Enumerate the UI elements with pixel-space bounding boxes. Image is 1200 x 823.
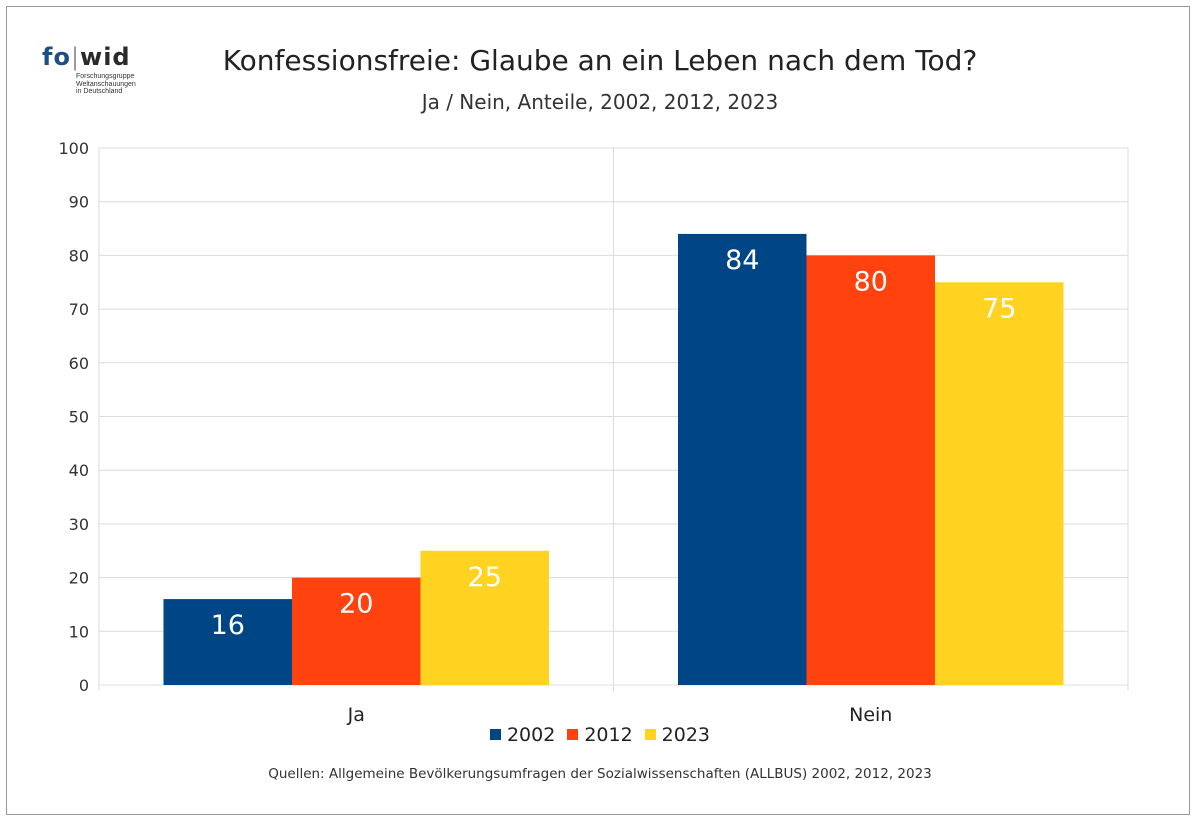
- legend-label: 2023: [661, 723, 711, 746]
- chart-title: Konfessionsfreie: Glaube an ein Leben na…: [222, 44, 978, 77]
- x-tick-label: Ja: [347, 704, 365, 726]
- y-tick-label: 30: [69, 515, 89, 534]
- bar: [678, 233, 807, 686]
- bar: [292, 577, 421, 685]
- bar: [806, 255, 935, 685]
- logo-subtitle-line: Forschungsgruppe: [76, 73, 135, 80]
- x-tick-label: Nein: [849, 704, 892, 726]
- y-tick-label: 90: [69, 193, 89, 212]
- legend-swatch: [644, 729, 656, 740]
- legend-item: 2002: [489, 723, 556, 746]
- logo-separator: |: [70, 43, 81, 71]
- chart-legend: 2002 2012 2023: [0, 723, 1200, 746]
- y-tick-label: 40: [69, 461, 89, 480]
- y-tick-label: 50: [69, 408, 89, 427]
- logo-text-wid: wid: [80, 43, 131, 71]
- data-label: 80: [854, 266, 888, 297]
- y-tick-label: 100: [58, 139, 89, 158]
- legend-label: 2012: [584, 723, 633, 746]
- y-tick-label: 80: [69, 246, 89, 265]
- logo-subtitle-line: Weltanschauungen: [76, 80, 136, 88]
- legend-item: 2023: [644, 723, 711, 746]
- data-label: 84: [725, 245, 759, 276]
- logo-subtitle: Forschungsgruppe Weltanschauungen in Deu…: [76, 73, 152, 96]
- bar: [163, 599, 292, 685]
- legend-swatch: [567, 729, 579, 740]
- y-tick-label: 10: [69, 622, 89, 641]
- bar: [420, 550, 549, 685]
- legend-item: 2012: [567, 723, 633, 746]
- bar: [935, 282, 1064, 685]
- fowid-logo: fo|wid Forschungsgruppe Weltanschauungen…: [42, 44, 152, 112]
- data-label: 16: [211, 610, 245, 641]
- legend-label: 2002: [506, 723, 556, 746]
- y-tick-label: 20: [69, 569, 89, 588]
- legend-swatch: [489, 729, 501, 740]
- data-label: 75: [982, 293, 1016, 324]
- data-label: 20: [339, 589, 373, 620]
- logo-subtitle-line: in Deutschland: [76, 88, 123, 95]
- y-tick-label: 0: [79, 676, 89, 695]
- chart-subtitle: Ja / Nein, Anteile, 2002, 2012, 2023: [421, 90, 779, 114]
- y-tick-label: 70: [69, 300, 89, 319]
- data-label: 25: [468, 562, 502, 593]
- source-note: Quellen: Allgemeine Bevölkerungsumfragen…: [268, 766, 932, 782]
- y-tick-label: 60: [69, 354, 89, 373]
- logo-text-fo: fo: [42, 43, 71, 71]
